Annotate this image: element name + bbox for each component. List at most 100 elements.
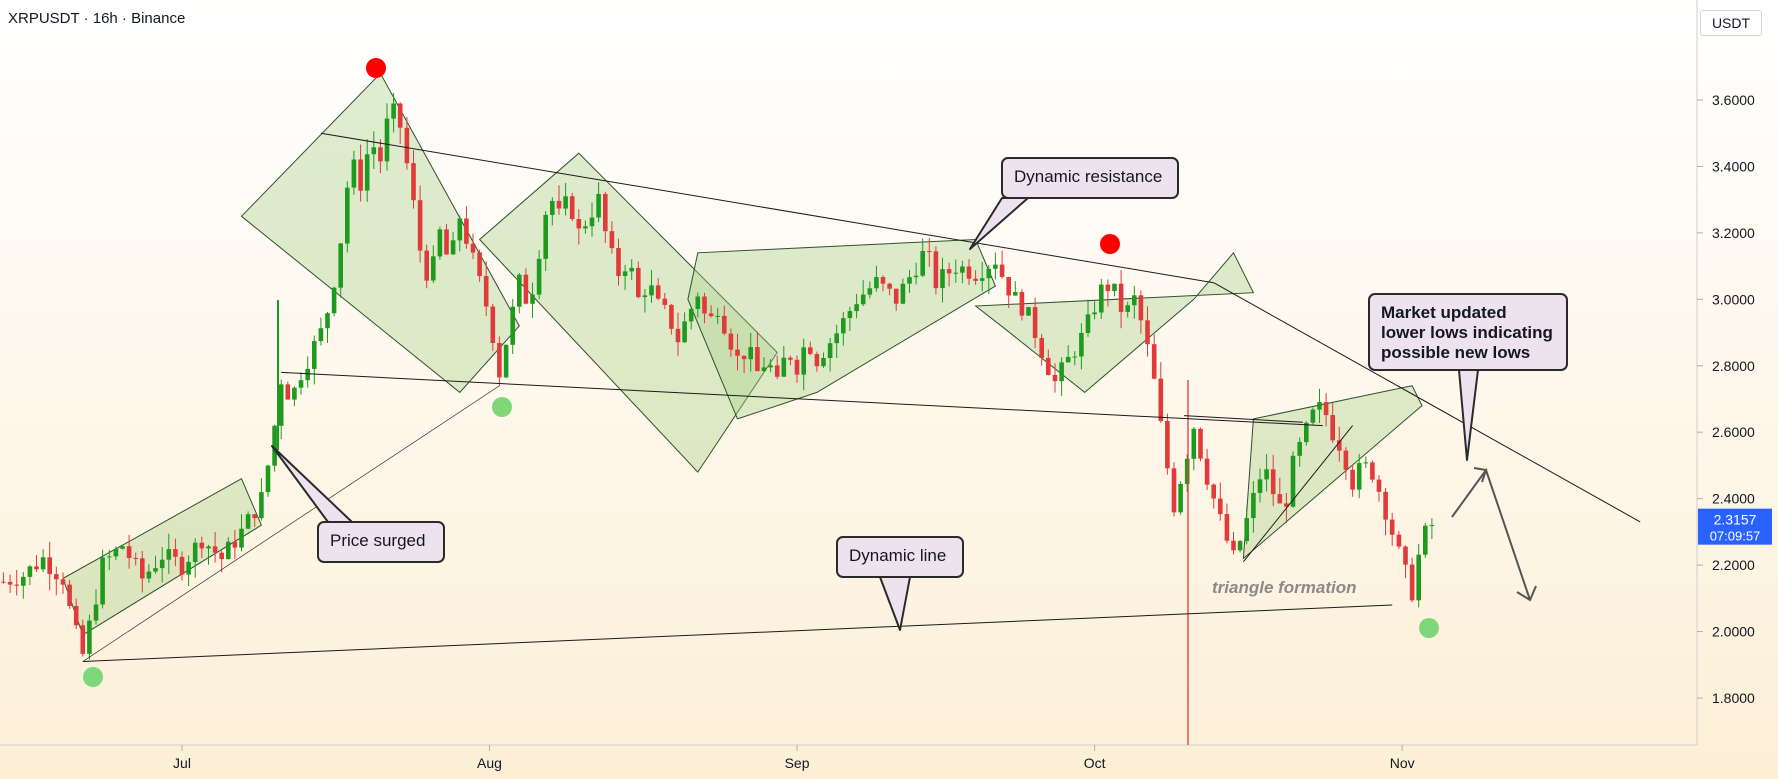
candle-down <box>788 357 793 360</box>
dynamic-line <box>82 604 1393 662</box>
candle-up <box>1244 518 1249 542</box>
candle-up <box>874 277 879 289</box>
candle-up <box>21 576 26 586</box>
candle-down <box>887 283 892 289</box>
candle-down <box>397 103 403 128</box>
candle-down <box>556 200 562 209</box>
candle-up <box>312 341 317 369</box>
candle-down <box>927 251 932 252</box>
candle-up <box>450 240 456 255</box>
candle-up <box>27 566 33 577</box>
support-line <box>281 371 1323 427</box>
price-surged-callout: Price surged <box>271 445 445 563</box>
candle-down <box>1270 469 1276 495</box>
candle-down <box>212 546 218 553</box>
triangle-lower <box>1243 425 1353 563</box>
x-tick-label: Oct <box>1084 755 1106 771</box>
candle-up <box>371 147 377 155</box>
candle-up <box>159 559 165 569</box>
candle-up <box>1237 541 1243 551</box>
candle-down <box>1337 440 1342 451</box>
candle-down <box>73 606 79 626</box>
candle-up <box>860 294 866 305</box>
candle-down <box>1409 564 1415 601</box>
candle-up <box>384 118 390 162</box>
candle-up <box>530 294 535 304</box>
candle-down <box>1330 415 1335 441</box>
candle-up <box>1257 479 1263 493</box>
candle-up <box>1423 525 1428 555</box>
arrow-head-down <box>1516 585 1537 602</box>
candle-down <box>179 556 185 575</box>
candle-up <box>1112 283 1117 291</box>
candles-layer <box>1 93 1435 745</box>
candle-up <box>913 275 919 278</box>
candle-up <box>993 264 998 269</box>
candle-up <box>192 542 198 562</box>
candle-down <box>219 552 224 560</box>
candle-down <box>232 541 238 548</box>
candle-down <box>1105 284 1111 292</box>
y-tick-label: 2.4000 <box>1712 491 1755 507</box>
pattern-channel <box>974 251 1255 394</box>
candle-down <box>603 193 608 232</box>
candle-up <box>87 620 92 654</box>
triangle-formation-label: triangle formation <box>1212 578 1357 597</box>
candle-up <box>629 267 634 272</box>
candle-up <box>1264 469 1269 480</box>
candle-up <box>457 218 463 241</box>
candle-down <box>1277 494 1283 504</box>
candle-up <box>206 546 211 549</box>
candle-down <box>1350 469 1355 490</box>
candle-down <box>814 354 820 367</box>
candle-down <box>735 349 740 356</box>
candle-up <box>166 549 172 560</box>
candle-up <box>93 604 99 621</box>
price-axis: 3.6000 3.4000 3.2000 3.0000 2.8000 2.6000 2.40… <box>1696 0 1755 745</box>
candle-down <box>7 581 13 585</box>
candle-up <box>688 308 694 322</box>
candle-down <box>966 266 972 279</box>
candle-up <box>900 283 906 304</box>
candle-up <box>1191 428 1197 459</box>
candle-up <box>748 347 753 360</box>
candle-down <box>140 558 145 579</box>
candle-down <box>285 384 291 400</box>
candle-down <box>1284 503 1289 507</box>
candle-up <box>986 268 992 279</box>
x-tick-label: Jul <box>173 755 191 771</box>
candle-up <box>364 154 370 191</box>
swing-high-marker <box>366 58 386 78</box>
candle-down <box>464 218 469 244</box>
candle-up <box>649 285 654 296</box>
candle-up <box>1178 483 1183 513</box>
candle-up <box>827 343 833 358</box>
dynamic-resistance-callout-box <box>1001 157 1179 199</box>
candle-down <box>47 557 52 575</box>
chart-title: XRPUSDT · 16h · Binance <box>8 10 186 27</box>
candle-down <box>470 243 476 253</box>
trendlines-layer <box>82 132 1641 662</box>
candle-up <box>391 103 396 119</box>
y-tick-label: 3.0000 <box>1712 291 1755 307</box>
markers-layer <box>83 58 1439 687</box>
candle-down <box>1383 491 1388 520</box>
candle-up <box>583 226 588 229</box>
currency-button[interactable]: USDT <box>1700 10 1762 36</box>
candle-up <box>305 368 310 381</box>
price-surged-callout-box <box>317 521 445 563</box>
y-tick-label: 2.2000 <box>1712 557 1755 573</box>
candle-up <box>338 243 343 288</box>
candle-up <box>596 193 601 218</box>
candle-down <box>933 251 939 289</box>
candle-up <box>503 344 509 378</box>
candle-down <box>569 196 575 219</box>
candle-down <box>741 355 747 360</box>
candle-up <box>1132 295 1137 306</box>
candle-down <box>794 359 800 375</box>
candle-down <box>1376 479 1382 492</box>
candle-up <box>979 278 985 281</box>
